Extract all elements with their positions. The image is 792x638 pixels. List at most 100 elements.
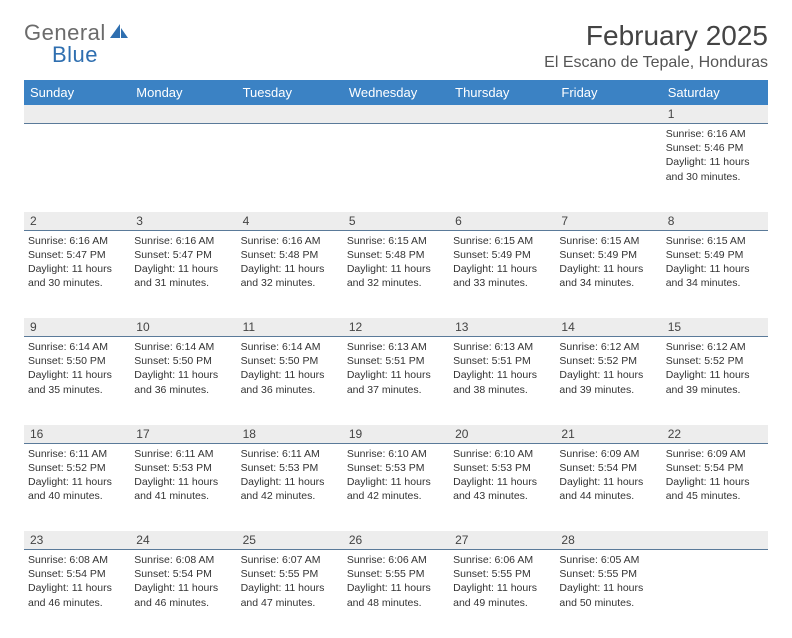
sunset-text: Sunset: 5:49 PM [559,249,637,261]
daylight-text: Daylight: 11 hours and 33 minutes. [453,263,537,289]
day-cell: Sunrise: 6:13 AMSunset: 5:51 PMDaylight:… [343,337,449,425]
day-cell: Sunrise: 6:15 AMSunset: 5:49 PMDaylight:… [662,230,768,318]
day-info: Sunrise: 6:14 AMSunset: 5:50 PMDaylight:… [134,340,232,397]
sunrise-text: Sunrise: 6:12 AM [559,341,639,353]
sunset-text: Sunset: 5:47 PM [28,249,106,261]
day-number: 16 [24,425,130,444]
day-header: Friday [555,80,661,105]
sunset-text: Sunset: 5:53 PM [241,462,319,474]
day-cell: Sunrise: 6:12 AMSunset: 5:52 PMDaylight:… [555,337,661,425]
day-cell [343,124,449,212]
day-number: 5 [343,212,449,231]
day-number: 4 [237,212,343,231]
sunrise-text: Sunrise: 6:15 AM [666,235,746,247]
daylight-text: Daylight: 11 hours and 39 minutes. [666,369,750,395]
sunrise-text: Sunrise: 6:15 AM [347,235,427,247]
day-number: 6 [449,212,555,231]
day-cell: Sunrise: 6:15 AMSunset: 5:48 PMDaylight:… [343,230,449,318]
sunrise-text: Sunrise: 6:10 AM [453,448,533,460]
day-number: 27 [449,531,555,550]
week-row: Sunrise: 6:16 AMSunset: 5:46 PMDaylight:… [24,124,768,212]
daylight-text: Daylight: 11 hours and 30 minutes. [666,156,750,182]
sunset-text: Sunset: 5:52 PM [28,462,106,474]
day-info: Sunrise: 6:15 AMSunset: 5:49 PMDaylight:… [559,234,657,291]
sunrise-text: Sunrise: 6:07 AM [241,554,321,566]
sunrise-text: Sunrise: 6:09 AM [666,448,746,460]
sunrise-text: Sunrise: 6:13 AM [347,341,427,353]
day-cell: Sunrise: 6:14 AMSunset: 5:50 PMDaylight:… [24,337,130,425]
day-number: 11 [237,318,343,337]
day-info: Sunrise: 6:10 AMSunset: 5:53 PMDaylight:… [347,447,445,504]
sunset-text: Sunset: 5:54 PM [134,568,212,580]
day-cell: Sunrise: 6:16 AMSunset: 5:46 PMDaylight:… [662,124,768,212]
day-number: 7 [555,212,661,231]
day-info: Sunrise: 6:15 AMSunset: 5:49 PMDaylight:… [666,234,764,291]
sunset-text: Sunset: 5:53 PM [134,462,212,474]
day-number: 10 [130,318,236,337]
sunset-text: Sunset: 5:50 PM [28,355,106,367]
day-info: Sunrise: 6:16 AMSunset: 5:46 PMDaylight:… [666,127,764,184]
daylight-text: Daylight: 11 hours and 50 minutes. [559,582,643,608]
day-info: Sunrise: 6:06 AMSunset: 5:55 PMDaylight:… [453,553,551,610]
sunrise-text: Sunrise: 6:16 AM [28,235,108,247]
sunset-text: Sunset: 5:54 PM [666,462,744,474]
sunset-text: Sunset: 5:52 PM [666,355,744,367]
day-cell: Sunrise: 6:16 AMSunset: 5:47 PMDaylight:… [130,230,236,318]
sunrise-text: Sunrise: 6:16 AM [134,235,214,247]
sunrise-text: Sunrise: 6:15 AM [559,235,639,247]
day-number [449,105,555,124]
location-text: El Escano de Tepale, Honduras [544,54,768,72]
daylight-text: Daylight: 11 hours and 31 minutes. [134,263,218,289]
day-info: Sunrise: 6:11 AMSunset: 5:53 PMDaylight:… [241,447,339,504]
day-cell: Sunrise: 6:15 AMSunset: 5:49 PMDaylight:… [449,230,555,318]
sunset-text: Sunset: 5:50 PM [134,355,212,367]
sunrise-text: Sunrise: 6:08 AM [28,554,108,566]
day-info: Sunrise: 6:06 AMSunset: 5:55 PMDaylight:… [347,553,445,610]
day-info: Sunrise: 6:15 AMSunset: 5:49 PMDaylight:… [453,234,551,291]
sunset-text: Sunset: 5:52 PM [559,355,637,367]
sunrise-text: Sunrise: 6:16 AM [241,235,321,247]
day-cell: Sunrise: 6:15 AMSunset: 5:49 PMDaylight:… [555,230,661,318]
daylight-text: Daylight: 11 hours and 44 minutes. [559,476,643,502]
sunrise-text: Sunrise: 6:15 AM [453,235,533,247]
logo-text-blue-wrap: Blue [52,42,98,68]
header: General February 2025 El Escano de Tepal… [24,20,768,72]
daylight-text: Daylight: 11 hours and 46 minutes. [134,582,218,608]
daylight-text: Daylight: 11 hours and 49 minutes. [453,582,537,608]
day-number: 19 [343,425,449,444]
daylight-text: Daylight: 11 hours and 42 minutes. [241,476,325,502]
day-info: Sunrise: 6:14 AMSunset: 5:50 PMDaylight:… [28,340,126,397]
day-number: 2 [24,212,130,231]
day-cell: Sunrise: 6:11 AMSunset: 5:52 PMDaylight:… [24,443,130,531]
day-cell: Sunrise: 6:06 AMSunset: 5:55 PMDaylight:… [449,550,555,638]
daylight-text: Daylight: 11 hours and 37 minutes. [347,369,431,395]
day-info: Sunrise: 6:11 AMSunset: 5:53 PMDaylight:… [134,447,232,504]
logo-text-blue: Blue [52,42,98,67]
daynum-row: 16171819202122 [24,425,768,444]
sunset-text: Sunset: 5:54 PM [28,568,106,580]
daylight-text: Daylight: 11 hours and 32 minutes. [241,263,325,289]
sunrise-text: Sunrise: 6:14 AM [28,341,108,353]
day-cell: Sunrise: 6:12 AMSunset: 5:52 PMDaylight:… [662,337,768,425]
day-number: 9 [24,318,130,337]
sunset-text: Sunset: 5:50 PM [241,355,319,367]
day-info: Sunrise: 6:15 AMSunset: 5:48 PMDaylight:… [347,234,445,291]
day-number: 24 [130,531,236,550]
daylight-text: Daylight: 11 hours and 40 minutes. [28,476,112,502]
day-header-row: Sunday Monday Tuesday Wednesday Thursday… [24,80,768,105]
day-header: Wednesday [343,80,449,105]
day-cell: Sunrise: 6:06 AMSunset: 5:55 PMDaylight:… [343,550,449,638]
day-number: 1 [662,105,768,124]
day-cell: Sunrise: 6:16 AMSunset: 5:48 PMDaylight:… [237,230,343,318]
day-cell: Sunrise: 6:16 AMSunset: 5:47 PMDaylight:… [24,230,130,318]
day-info: Sunrise: 6:09 AMSunset: 5:54 PMDaylight:… [559,447,657,504]
sunrise-text: Sunrise: 6:09 AM [559,448,639,460]
day-header: Monday [130,80,236,105]
day-cell: Sunrise: 6:09 AMSunset: 5:54 PMDaylight:… [662,443,768,531]
day-info: Sunrise: 6:10 AMSunset: 5:53 PMDaylight:… [453,447,551,504]
day-number: 17 [130,425,236,444]
day-info: Sunrise: 6:16 AMSunset: 5:47 PMDaylight:… [28,234,126,291]
sunset-text: Sunset: 5:51 PM [453,355,531,367]
day-cell: Sunrise: 6:07 AMSunset: 5:55 PMDaylight:… [237,550,343,638]
daylight-text: Daylight: 11 hours and 34 minutes. [666,263,750,289]
